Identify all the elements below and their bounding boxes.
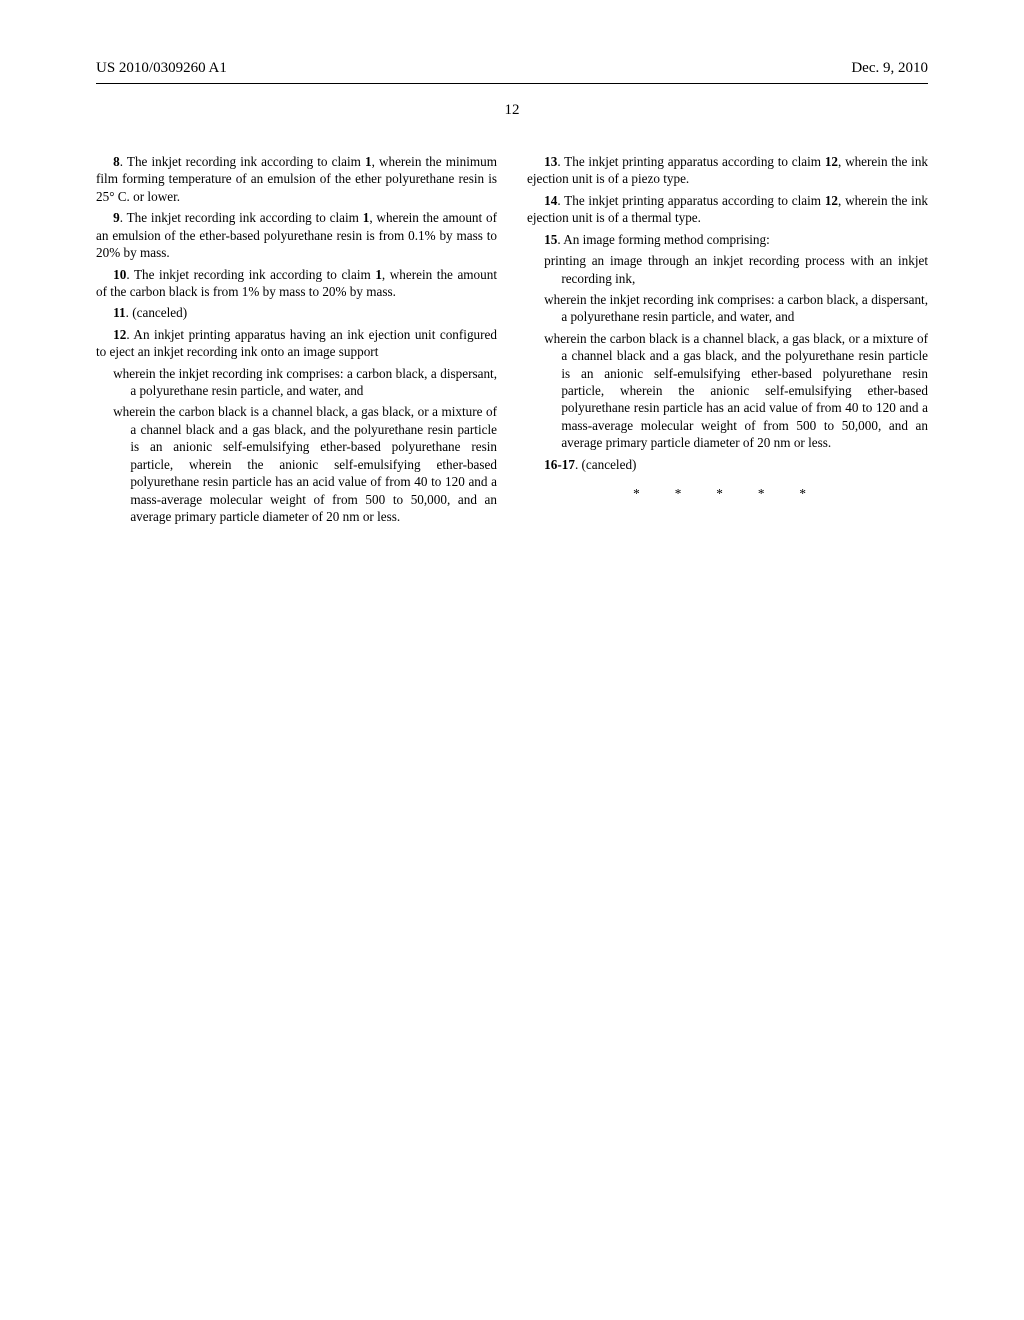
claim-text: The inkjet recording ink according to cl…: [96, 267, 497, 299]
claim-10: 10. The inkjet recording ink according t…: [96, 266, 497, 301]
claim-text: The inkjet printing apparatus according …: [527, 193, 928, 225]
claim-text: The inkjet recording ink according to cl…: [96, 154, 497, 204]
claim-number: 13: [544, 154, 557, 169]
claim-15-wherein-2: wherein the carbon black is a channel bl…: [527, 330, 928, 452]
claim-14: 14. The inkjet printing apparatus accord…: [527, 192, 928, 227]
claim-15: 15. An image forming method comprising:: [527, 231, 928, 248]
claim-number: 11: [113, 305, 125, 320]
claim-15-step: printing an image through an inkjet reco…: [527, 252, 928, 287]
claim-15-wherein-1: wherein the inkjet recording ink compris…: [527, 291, 928, 326]
claim-13: 13. The inkjet printing apparatus accord…: [527, 153, 928, 188]
claim-16-17: 16-17. (canceled): [527, 456, 928, 473]
claim-text: An image forming method comprising:: [563, 232, 770, 247]
claim-number: 12: [113, 327, 126, 342]
header-rule: [96, 83, 928, 84]
claim-8: 8. The inkjet recording ink according to…: [96, 153, 497, 205]
claim-number: 15: [544, 232, 557, 247]
claim-text: The inkjet recording ink according to cl…: [96, 210, 497, 260]
claim-12-wherein-2: wherein the carbon black is a channel bl…: [96, 403, 497, 525]
claim-text: (canceled): [132, 305, 187, 320]
claim-text: (canceled): [582, 457, 637, 472]
page-header: US 2010/0309260 A1 Dec. 9, 2010: [96, 60, 928, 77]
claim-number: 16-17: [544, 457, 575, 472]
claim-12-wherein-1: wherein the inkjet recording ink compris…: [96, 365, 497, 400]
claim-number: 8: [113, 154, 120, 169]
claim-9: 9. The inkjet recording ink according to…: [96, 209, 497, 261]
page-number: 12: [96, 102, 928, 119]
end-stars: * * * * *: [527, 485, 928, 502]
claim-number: 9: [113, 210, 120, 225]
claim-number: 10: [113, 267, 126, 282]
claim-text: The inkjet printing apparatus according …: [527, 154, 928, 186]
pub-number: US 2010/0309260 A1: [96, 60, 227, 77]
claim-11: 11. (canceled): [96, 304, 497, 321]
claim-text: An inkjet printing apparatus having an i…: [96, 327, 497, 359]
pub-date: Dec. 9, 2010: [851, 60, 928, 77]
claim-12: 12. An inkjet printing apparatus having …: [96, 326, 497, 361]
claim-number: 14: [544, 193, 557, 208]
claims-columns: 8. The inkjet recording ink according to…: [96, 153, 928, 525]
